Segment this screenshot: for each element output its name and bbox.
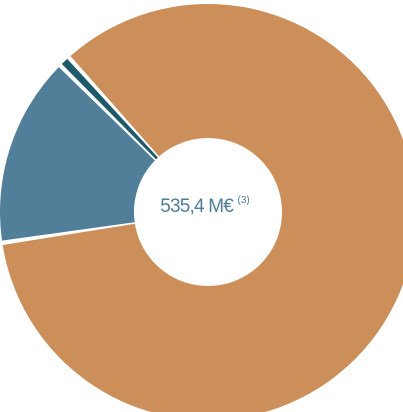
donut-slice-2 xyxy=(0,67,155,241)
center-total-label: 535,4 M€ (3) xyxy=(120,195,290,217)
center-total-value: 535,4 M€ xyxy=(160,196,234,217)
center-total-footnote: (3) xyxy=(237,195,250,206)
donut-slice-3 xyxy=(61,58,158,160)
donut-slice-1 xyxy=(2,4,403,412)
